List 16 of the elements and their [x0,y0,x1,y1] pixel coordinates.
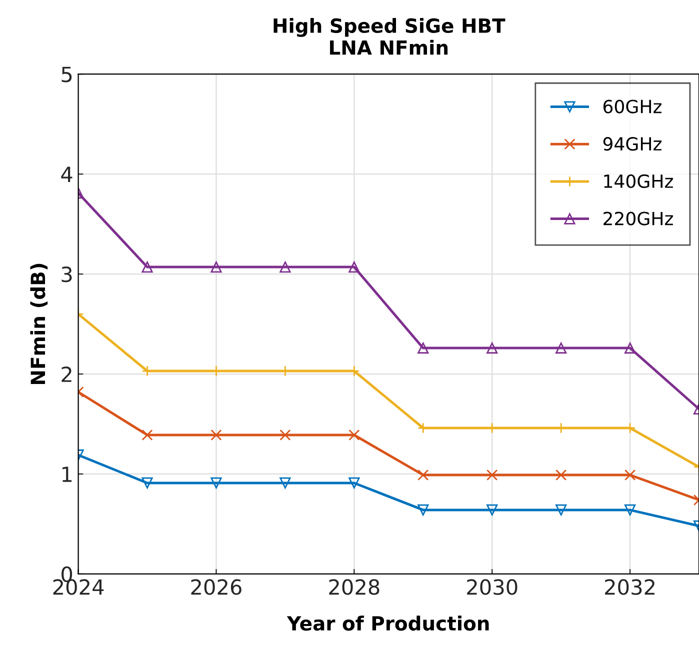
x-tick-label: 2030 [467,579,518,595]
y-tick-label: 2 [62,366,72,382]
y-tick-label: 3 [62,266,72,282]
y-tick-label: 5 [62,66,72,82]
y-axis-title: NFmin (dB) [30,264,48,384]
legend-label: 140GHz [604,174,673,188]
x-axis-title: Year of Production [286,616,489,631]
legend-label: 60GHz [603,100,662,114]
legend-label: 94GHz [603,137,662,151]
y-tick-label: 4 [61,166,72,182]
x-tick-label: 2026 [191,579,242,595]
x-tick-label: 2028 [329,579,380,595]
chart-title: High Speed SiGe HBT LNA NFmin [274,18,506,55]
y-tick-label: 1 [62,466,72,482]
x-tick-label: 2032 [605,579,654,595]
legend-label: 220GHz [604,212,673,226]
